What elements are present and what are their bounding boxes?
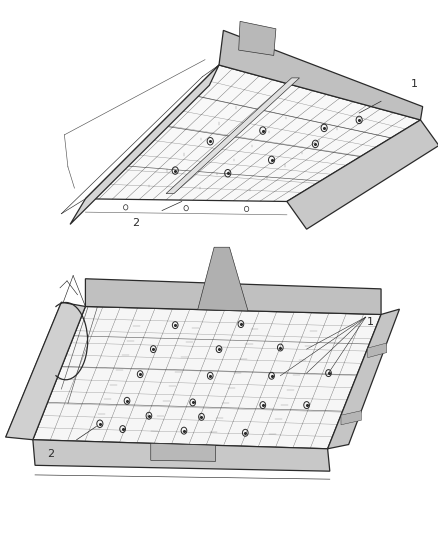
Polygon shape	[198, 247, 248, 311]
Text: 1: 1	[367, 318, 374, 327]
Polygon shape	[70, 65, 219, 224]
Polygon shape	[328, 309, 399, 449]
Polygon shape	[33, 440, 330, 471]
Polygon shape	[151, 443, 215, 462]
Polygon shape	[368, 343, 387, 358]
Polygon shape	[33, 306, 381, 449]
Polygon shape	[6, 302, 85, 440]
Text: 2: 2	[47, 449, 54, 459]
Polygon shape	[219, 30, 423, 120]
Polygon shape	[341, 410, 361, 425]
Polygon shape	[166, 78, 300, 193]
Polygon shape	[85, 65, 420, 201]
Text: 2: 2	[132, 218, 139, 228]
Polygon shape	[287, 120, 438, 229]
Polygon shape	[85, 279, 381, 314]
Polygon shape	[239, 21, 276, 55]
Text: 1: 1	[410, 79, 417, 89]
